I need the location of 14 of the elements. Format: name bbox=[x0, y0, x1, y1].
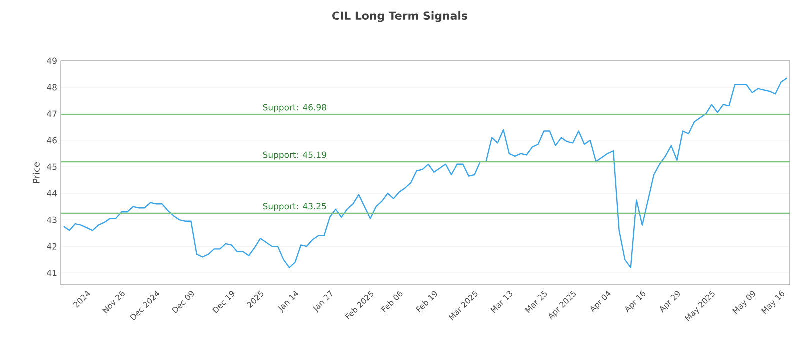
y-axis-title: Price bbox=[32, 162, 40, 184]
chart-title: CIL Long Term Signals bbox=[332, 12, 468, 22]
y-tick-label: 44 bbox=[47, 190, 57, 197]
y-tick-label: 45 bbox=[47, 164, 57, 170]
ref-line-label: Support: 45.19 bbox=[263, 152, 326, 160]
y-tick-label: 46 bbox=[47, 137, 57, 144]
y-tick-label: 43 bbox=[47, 216, 57, 224]
y-tick-label: 41 bbox=[47, 270, 57, 276]
y-tick-label: 47 bbox=[47, 110, 57, 118]
y-tick-label: 42 bbox=[47, 243, 57, 250]
y-tick-label: 48 bbox=[47, 84, 57, 91]
ref-line-label: Support: 43.25 bbox=[263, 203, 326, 212]
ref-line-label: Support: 46.98 bbox=[263, 104, 326, 112]
y-tick-label: 49 bbox=[47, 58, 57, 64]
